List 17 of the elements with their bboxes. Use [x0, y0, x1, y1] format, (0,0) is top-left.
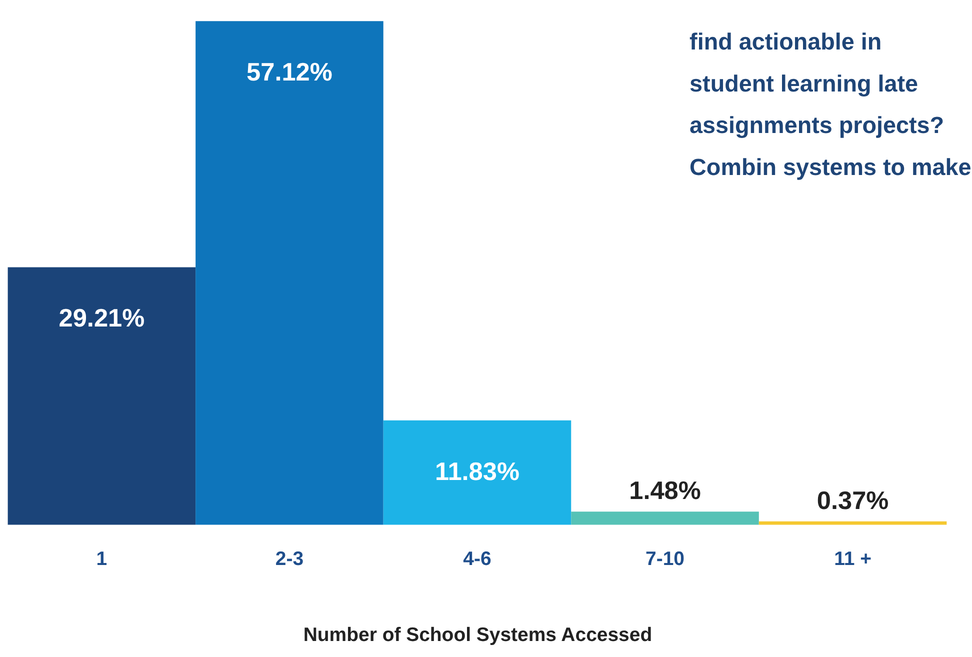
annotation: find actionable in student learning late assignments projects? Combin systems to make: [690, 28, 972, 180]
bar: [571, 512, 759, 525]
x-tick-label: 1: [96, 548, 108, 570]
bar: [196, 21, 384, 525]
x-tick-label: 4-6: [463, 548, 492, 570]
x-axis-title: Number of School Systems Accessed: [303, 624, 652, 646]
data-label: 1.48%: [629, 476, 701, 505]
bar: [383, 420, 572, 525]
x-tick-label: 11 +: [834, 548, 872, 570]
data-label: 11.83%: [435, 458, 520, 486]
bar: [8, 267, 196, 525]
x-tick-label: 2-3: [275, 548, 304, 570]
bar: [758, 521, 947, 525]
data-label: 29.21%: [58, 304, 145, 333]
x-tick-label: 7-10: [646, 548, 685, 570]
data-label: 57.12%: [246, 58, 332, 87]
data-label: 0.37%: [816, 486, 889, 515]
